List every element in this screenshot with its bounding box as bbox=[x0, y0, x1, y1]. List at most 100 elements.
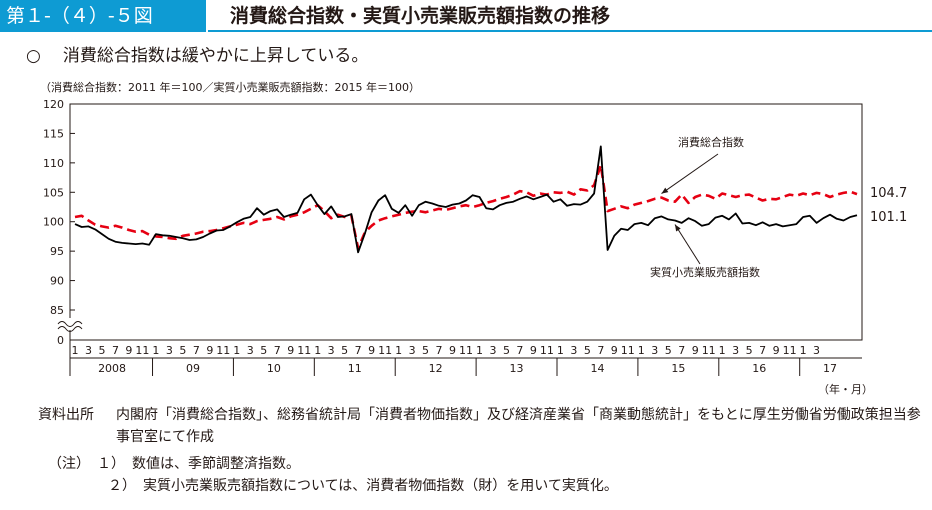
callout-arrowhead bbox=[661, 187, 669, 194]
x-month-label: 11 bbox=[297, 344, 311, 357]
callout-label-consumption: 消費総合指数 bbox=[678, 135, 744, 149]
callout-arrowhead bbox=[674, 224, 681, 232]
source-label: 資料出所 bbox=[38, 407, 94, 423]
x-month-label: 7 bbox=[112, 344, 119, 357]
x-month-label: 5 bbox=[179, 344, 186, 357]
x-month-label: 5 bbox=[584, 344, 591, 357]
x-month-label: 3 bbox=[328, 344, 335, 357]
callout-leader bbox=[661, 153, 719, 194]
x-month-label: 11 bbox=[216, 344, 230, 357]
x-month-label: 5 bbox=[665, 344, 672, 357]
x-month-label: 3 bbox=[247, 344, 254, 357]
x-month-label: 5 bbox=[422, 344, 429, 357]
x-month-label: 9 bbox=[611, 344, 618, 357]
x-month-label: 3 bbox=[166, 344, 173, 357]
x-month-label: 1 bbox=[719, 344, 726, 357]
lead-statement: ○ 消費総合指数は緩やかに上昇している。 bbox=[26, 41, 368, 66]
x-month-label: 1 bbox=[476, 344, 483, 357]
x-month-label: 1 bbox=[233, 344, 240, 357]
x-month-label: 11 bbox=[459, 344, 473, 357]
series-line-retail bbox=[74, 145, 858, 254]
callout-leader bbox=[674, 224, 701, 265]
x-month-label: 5 bbox=[98, 344, 105, 357]
x-month-label: 7 bbox=[436, 344, 443, 357]
y-tick-label: 105 bbox=[43, 186, 64, 199]
x-month-label: 7 bbox=[355, 344, 362, 357]
x-month-label: 3 bbox=[409, 344, 416, 357]
x-month-label: 9 bbox=[287, 344, 294, 357]
x-month-label: 7 bbox=[516, 344, 523, 357]
x-month-label: 7 bbox=[193, 344, 200, 357]
end-label-retail: 101.1 bbox=[870, 210, 907, 225]
x-month-label: 9 bbox=[125, 344, 132, 357]
x-year-label: 12 bbox=[429, 362, 443, 375]
base-year-note: （消費総合指数：2011 年＝100／実質小売業販売額指数：2015 年＝100… bbox=[40, 81, 420, 94]
y-tick-label: 120 bbox=[43, 98, 64, 111]
x-month-label: 7 bbox=[759, 344, 766, 357]
x-month-label: 7 bbox=[274, 344, 281, 357]
y-tick-label: 90 bbox=[50, 275, 64, 288]
x-axis-unit: （年・月） bbox=[818, 383, 873, 396]
note-1: （注） １） 数値は、季節調整済指数。 bbox=[48, 456, 300, 472]
x-month-label: 11 bbox=[621, 344, 635, 357]
y-tick-label: 110 bbox=[43, 157, 64, 170]
y-tick-label: 85 bbox=[50, 304, 64, 317]
x-year-label: 13 bbox=[510, 362, 524, 375]
figure-number: 第１-（４）-５図 bbox=[0, 0, 206, 32]
x-month-label: 1 bbox=[800, 344, 807, 357]
x-month-label: 7 bbox=[597, 344, 604, 357]
source-note: 資料出所 内閣府「消費総合指数」、総務省統計局「消費者物価指数」及び経済産業省「… bbox=[38, 404, 921, 445]
series-line-consumption bbox=[74, 163, 858, 250]
axis-break-wave bbox=[57, 321, 83, 327]
x-month-label: 9 bbox=[206, 344, 213, 357]
x-month-label: 3 bbox=[570, 344, 577, 357]
y-tick-label: 100 bbox=[43, 216, 64, 229]
x-year-label: 09 bbox=[186, 362, 200, 375]
x-year-label: 16 bbox=[752, 362, 766, 375]
x-year-label: 17 bbox=[823, 362, 837, 375]
x-year-label: 15 bbox=[671, 362, 685, 375]
x-month-label: 1 bbox=[395, 344, 402, 357]
axis-break-wave bbox=[57, 326, 83, 332]
x-month-label: 11 bbox=[135, 344, 149, 357]
x-month-label: 11 bbox=[702, 344, 716, 357]
x-month-label: 9 bbox=[449, 344, 456, 357]
note-2: ２） 実質小売業販売額指数については、消費者物価指数（財）を用いて実質化。 bbox=[108, 478, 618, 494]
x-month-label: 3 bbox=[813, 344, 820, 357]
x-month-label: 1 bbox=[72, 344, 79, 357]
y-tick-label: 115 bbox=[43, 127, 64, 140]
x-month-label: 3 bbox=[732, 344, 739, 357]
x-month-label: 7 bbox=[678, 344, 685, 357]
x-month-label: 3 bbox=[489, 344, 496, 357]
x-year-label: 14 bbox=[590, 362, 604, 375]
x-month-label: 5 bbox=[746, 344, 753, 357]
x-month-label: 3 bbox=[651, 344, 658, 357]
x-month-label: 1 bbox=[557, 344, 564, 357]
chart-series: 104.7 101.1 bbox=[74, 145, 907, 254]
figure-title: 消費総合指数・実質小売業販売額指数の推移 bbox=[208, 0, 932, 32]
end-label-consumption: 104.7 bbox=[870, 186, 907, 201]
source-text: 内閣府「消費総合指数」、総務省統計局「消費者物価指数」及び経済産業省「商業動態統… bbox=[116, 407, 921, 445]
x-year-label: 10 bbox=[267, 362, 281, 375]
x-month-label: 1 bbox=[314, 344, 321, 357]
x-month-label: 3 bbox=[85, 344, 92, 357]
x-month-label: 11 bbox=[783, 344, 797, 357]
lead-text: 消費総合指数は緩やかに上昇している。 bbox=[62, 46, 369, 66]
x-year-label: 2008 bbox=[98, 362, 126, 375]
x-month-label: 5 bbox=[503, 344, 510, 357]
x-month-label: 9 bbox=[773, 344, 780, 357]
x-month-label: 11 bbox=[540, 344, 554, 357]
x-month-label: 1 bbox=[638, 344, 645, 357]
x-year-label: 11 bbox=[348, 362, 362, 375]
x-month-label: 11 bbox=[378, 344, 392, 357]
x-month-label: 1 bbox=[152, 344, 159, 357]
x-month-label: 9 bbox=[530, 344, 537, 357]
x-month-label: 9 bbox=[368, 344, 375, 357]
x-month-label: 9 bbox=[692, 344, 699, 357]
lead-bullet: ○ bbox=[26, 46, 41, 66]
y-tick-label: 0 bbox=[57, 334, 64, 347]
callout-label-retail: 実質小売業販売額指数 bbox=[650, 265, 760, 279]
